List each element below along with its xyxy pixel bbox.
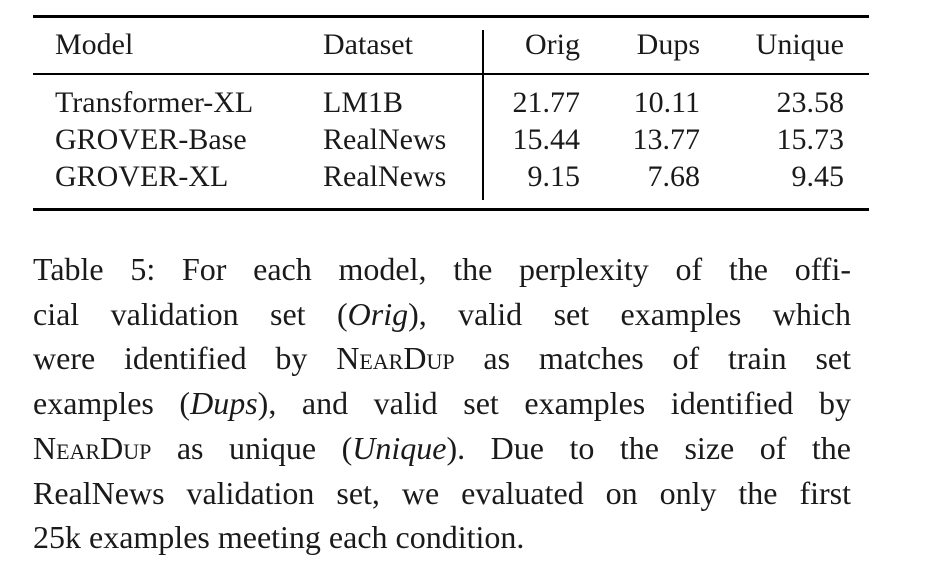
cell-orig: 21.77 (512, 86, 581, 119)
table-top-rule (33, 15, 869, 18)
caption-method-name: NearDup (33, 429, 152, 466)
caption-line: examples (Dups), and valid set examples … (33, 381, 851, 426)
caption-line: Table 5: For each model, the perplexity … (33, 251, 851, 287)
header-dups: Dups (636, 28, 700, 61)
cell-unique: 9.45 (791, 160, 845, 193)
caption-emphasis: Dups (190, 385, 258, 422)
caption-text: cial validation set ( (33, 295, 348, 332)
caption-line: cial validation set (Orig), valid set ex… (33, 292, 851, 337)
header-unique: Unique (755, 28, 844, 61)
caption-line: NearDup as unique (Unique). Due to the s… (33, 426, 851, 471)
header-model: Model (55, 28, 134, 61)
cell-dups: 7.68 (647, 160, 701, 193)
header-dataset: Dataset (323, 28, 413, 61)
cell-dataset: LM1B (323, 86, 404, 119)
table-header-rule (33, 73, 869, 75)
cell-dups: 10.11 (633, 86, 700, 119)
caption-text: examples ( (33, 385, 191, 422)
cell-model: GROVER-XL (55, 160, 229, 193)
cell-orig: 15.44 (512, 123, 581, 156)
table-caption: Table 5: For each model, the perplexity … (33, 247, 851, 560)
cell-model: Transformer-XL (55, 86, 254, 119)
cell-unique: 23.58 (776, 86, 845, 119)
caption-text: ). Due to the size of the (446, 429, 852, 466)
caption-line: were identified by NearDup as matches of… (33, 336, 851, 381)
caption-line: RealNews validation set, we evaluated on… (33, 474, 851, 511)
cell-model: GROVER-Base (55, 123, 247, 156)
cell-dataset: RealNews (323, 123, 447, 156)
cell-unique: 15.73 (776, 123, 845, 156)
caption-text: as matches of train set (454, 340, 852, 377)
cell-dups: 13.77 (632, 123, 701, 156)
caption-text: were identified by (33, 340, 337, 377)
table-bottom-rule (33, 208, 869, 211)
caption-line: 25k examples meeting each condition. (33, 519, 525, 556)
caption-text: as unique ( (151, 429, 353, 466)
header-orig: Orig (525, 28, 580, 61)
cell-orig: 9.15 (527, 160, 581, 193)
caption-emphasis: Unique (352, 429, 447, 466)
caption-text: ), and valid set examples identified by (257, 385, 852, 422)
caption-emphasis: Orig (347, 295, 409, 332)
caption-text: ), valid set examples which (408, 295, 851, 332)
table-column-divider (482, 30, 484, 200)
cell-dataset: RealNews (323, 160, 447, 193)
caption-method-name: NearDup (336, 340, 455, 377)
